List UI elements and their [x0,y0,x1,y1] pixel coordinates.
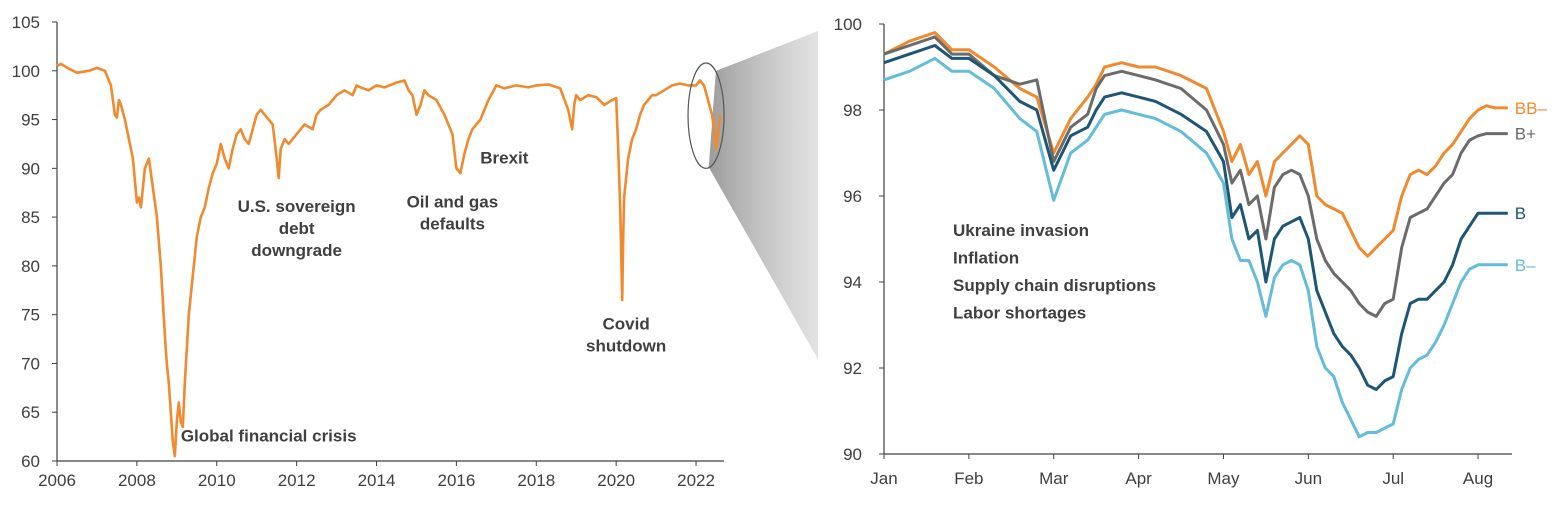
y-tick-label: 85 [21,208,40,227]
series-line [883,56,1508,439]
y-tick-label: 90 [21,159,40,178]
annotation-label: Oil and gas defaults [407,192,499,233]
annotation-line: Covid [603,314,650,333]
x-tick-label: 2018 [517,471,555,490]
series-line [883,35,1508,318]
y-tick-label: 95 [21,111,40,130]
x-tick-label: Jun [1295,469,1322,488]
annotation-label: Brexit [480,148,529,167]
y-tick-label: 96 [843,187,862,206]
x-tick-label: 2010 [198,471,236,490]
highlight-ellipse [687,62,725,169]
annotation-line: Supply chain disruptions [953,276,1156,295]
x-tick-label: Apr [1125,469,1152,488]
series-label: B [1515,204,1526,223]
x-tick-label: Jul [1382,469,1404,488]
x-tick-label: 2008 [118,471,156,490]
annotation-line: downgrade [251,241,342,260]
series-line [883,31,1508,258]
annotation-line: Oil and gas [407,192,499,211]
y-tick-label: 90 [843,445,862,464]
y-tick-label: 70 [21,354,40,373]
x-tick-label: May [1207,469,1240,488]
annotation-label: Covid shutdown [586,314,666,355]
y-tick-label: 60 [21,452,40,471]
series-label: B– [1515,256,1536,275]
x-tick-label: 2022 [677,471,715,490]
y-tick-label: 92 [843,359,862,378]
x-tick-label: 2006 [38,471,76,490]
annotation-line: Brexit [480,148,529,167]
zoom-panel-background [818,6,1559,490]
annotation-label: U.S. sovereign debt downgrade [238,197,356,260]
y-tick-label: 98 [843,101,862,120]
y-tick-label: 105 [12,13,40,32]
annotation-line: defaults [420,214,485,233]
series-label: BB– [1515,99,1548,118]
y-tick-label: 100 [12,62,40,81]
x-tick-label: 2016 [437,471,475,490]
x-tick-label: 2014 [358,471,396,490]
x-tick-label: Aug [1463,469,1493,488]
annotation-line: U.S. sovereign [238,197,356,216]
y-tick-label: 75 [21,306,40,325]
y-tick-label: 80 [21,257,40,276]
price-index-line [56,62,722,458]
annotation-line: Ukraine invasion [953,221,1089,240]
annotation-line: debt [279,219,315,238]
y-tick-label: 94 [843,273,862,292]
x-tick-label: Feb [954,469,983,488]
annotation-label: Ukraine invasion Inflation Supply chain di… [953,221,1156,323]
long-term-price-chart: 60 65 70 75 80 85 90 95 100 105 2006 2008 2010 2012 20… [12,13,725,490]
x-tick-label: 2012 [278,471,316,490]
x-tick-label: 2020 [597,471,635,490]
annotation-line: Global financial crisis [181,426,357,445]
annotation-label: Global financial crisis [181,426,357,445]
series-line [883,44,1508,391]
annotation-line: Inflation [953,249,1019,268]
annotation-line: shutdown [586,336,666,355]
y-tick-label: 100 [834,15,862,34]
x-tick-label: Mar [1039,469,1069,488]
series-label: B+ [1515,125,1536,144]
x-tick-label: Jan [870,469,897,488]
y-tick-label: 65 [21,403,40,422]
annotation-line: Labor shortages [953,304,1086,323]
